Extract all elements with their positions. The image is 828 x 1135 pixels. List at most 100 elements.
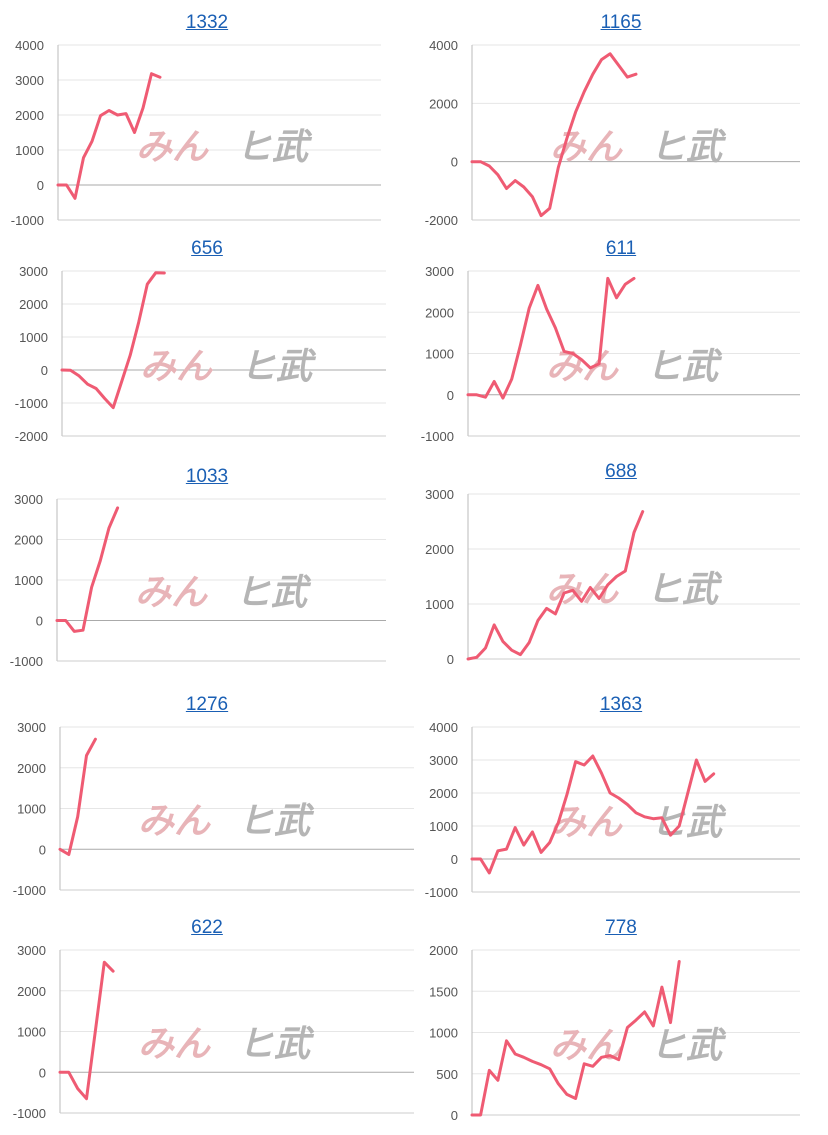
line-chart: 2000 1500 1000 500 0 みん ヒ武 [429, 943, 800, 1123]
y-tick-label: -1000 [421, 429, 454, 444]
watermark-logo: ヒ武 [235, 572, 312, 613]
y-tick-label: 0 [447, 652, 454, 667]
watermark-logo: ヒ武 [650, 1025, 727, 1066]
y-tick-label: 4000 [429, 720, 458, 735]
y-tick-label: 3000 [425, 487, 454, 502]
watermark-logo: ヒ武 [236, 127, 313, 168]
y-tick-label: 2000 [429, 96, 458, 111]
y-tick-label: 0 [41, 363, 48, 378]
y-tick-label: 2000 [17, 761, 46, 776]
y-tick-label: 3000 [429, 753, 458, 768]
chart-panel-8: 1363 4000 3000 2000 1000 0 -1000 みん ヒ武 [414, 694, 828, 904]
y-tick-label: 1000 [429, 819, 458, 834]
y-tick-label: -2000 [15, 429, 48, 444]
watermark-logo: みん [550, 127, 623, 168]
series-line [470, 52, 638, 218]
y-tick-label: 0 [36, 614, 43, 629]
watermark-logo: ヒ武 [650, 802, 727, 843]
series-line [58, 737, 97, 856]
chart-panel-7: 1276 3000 2000 1000 0 -1000 みん ヒ武 [0, 694, 414, 904]
y-tick-label: -1000 [13, 883, 46, 898]
series-line [470, 960, 681, 1117]
y-tick-label: 1000 [17, 802, 46, 817]
watermark-logo: みん [135, 572, 208, 613]
y-tick-label: -1000 [10, 654, 43, 669]
watermark-logo: みん [138, 1024, 211, 1065]
watermark-logo: みん [546, 569, 619, 610]
chart-panel-5: 1033 3000 2000 1000 0 -1000 みん ヒ武 [0, 466, 414, 676]
series-line [466, 510, 645, 661]
y-tick-label: 2000 [14, 533, 43, 548]
series-line [470, 754, 716, 875]
line-chart: 3000 2000 1000 0 -1000 -2000 みん ヒ武 [15, 264, 386, 444]
y-tick-label: 3000 [17, 720, 46, 735]
chart-title-link[interactable]: 778 [605, 917, 637, 938]
chart-panel-3: 656 3000 2000 1000 0 -1000 -2000 みん ヒ武 [0, 238, 414, 448]
y-tick-label: 2000 [17, 984, 46, 999]
chart-title-link[interactable]: 611 [605, 238, 637, 259]
chart-title-link[interactable]: 1332 [185, 12, 229, 33]
line-chart: 3000 2000 1000 0 -1000 みん ヒ武 [13, 943, 414, 1121]
watermark-logo: ヒ武 [650, 127, 727, 168]
y-tick-label: 3000 [425, 264, 454, 279]
y-tick-label: 2000 [19, 297, 48, 312]
watermark-logo: ヒ武 [240, 346, 317, 387]
y-tick-label: 1000 [429, 1026, 458, 1041]
chart-title-link[interactable]: 1363 [599, 694, 643, 715]
series-line [56, 72, 162, 200]
y-tick-label: 1500 [429, 984, 458, 999]
watermark-logo: ヒ武 [646, 346, 723, 387]
y-tick-label: 0 [451, 852, 458, 867]
y-tick-label: 0 [39, 1065, 46, 1080]
chart-title-link[interactable]: 1276 [185, 694, 229, 715]
y-tick-label: 1000 [17, 1025, 46, 1040]
y-tick-label: 0 [451, 1108, 458, 1123]
watermark-logo: ヒ武 [646, 569, 723, 610]
y-tick-label: 1000 [425, 597, 454, 612]
y-tick-label: 0 [451, 155, 458, 170]
series-line [55, 506, 120, 633]
line-chart: 4000 3000 2000 1000 0 -1000 みん ヒ武 [425, 720, 800, 900]
chart-title-link[interactable]: 1165 [600, 12, 642, 33]
y-tick-label: -2000 [425, 213, 458, 228]
y-tick-label: 2000 [425, 305, 454, 320]
chart-title-link[interactable]: 688 [605, 461, 637, 482]
series-line [466, 276, 636, 400]
line-chart: 3000 2000 1000 0 -1000 みん ヒ武 [421, 264, 800, 444]
line-chart: 4000 2000 0 -2000 みん ヒ武 [425, 38, 800, 228]
chart-title-link[interactable]: 622 [191, 917, 223, 938]
y-tick-label: -1000 [425, 885, 458, 900]
series-line [60, 271, 166, 410]
line-chart: 4000 3000 2000 1000 0 -1000 みん ヒ武 [11, 38, 381, 228]
series-line [58, 960, 115, 1101]
y-tick-label: -1000 [11, 213, 44, 228]
y-tick-label: 0 [39, 842, 46, 857]
y-tick-label: 3000 [15, 73, 44, 88]
chart-panel-6: 688 3000 2000 1000 0 みん ヒ武 [414, 461, 828, 671]
chart-title-link[interactable]: 1033 [185, 466, 229, 487]
y-tick-label: 2000 [15, 108, 44, 123]
chart-panel-9: 622 3000 2000 1000 0 -1000 みん ヒ武 [0, 917, 414, 1127]
y-tick-label: 2000 [429, 943, 458, 958]
watermark-logo: みん [550, 1025, 623, 1066]
y-tick-label: 0 [37, 178, 44, 193]
y-tick-label: -1000 [13, 1106, 46, 1121]
y-tick-label: -1000 [15, 396, 48, 411]
y-tick-label: 1000 [15, 143, 44, 158]
watermark-logo: みん [136, 127, 209, 168]
watermark-logo: みん [550, 802, 623, 843]
y-tick-label: 4000 [429, 38, 458, 53]
y-tick-label: 0 [447, 388, 454, 403]
chart-panel-1: 1332 4000 3000 2000 1000 0 -1000 みん ヒ武 [0, 12, 414, 228]
y-tick-label: 1000 [14, 573, 43, 588]
y-tick-label: 1000 [425, 347, 454, 362]
watermark-logo: みん [138, 801, 211, 842]
watermark-logo: ヒ武 [238, 1024, 315, 1065]
y-tick-label: 500 [436, 1067, 458, 1082]
y-tick-label: 2000 [425, 542, 454, 557]
chart-title-link[interactable]: 656 [191, 238, 223, 259]
y-tick-label: 3000 [17, 943, 46, 958]
y-tick-label: 3000 [14, 492, 43, 507]
chart-panel-4: 611 3000 2000 1000 0 -1000 みん ヒ武 [414, 238, 828, 448]
line-chart: 3000 2000 1000 0 -1000 みん ヒ武 [13, 720, 414, 898]
